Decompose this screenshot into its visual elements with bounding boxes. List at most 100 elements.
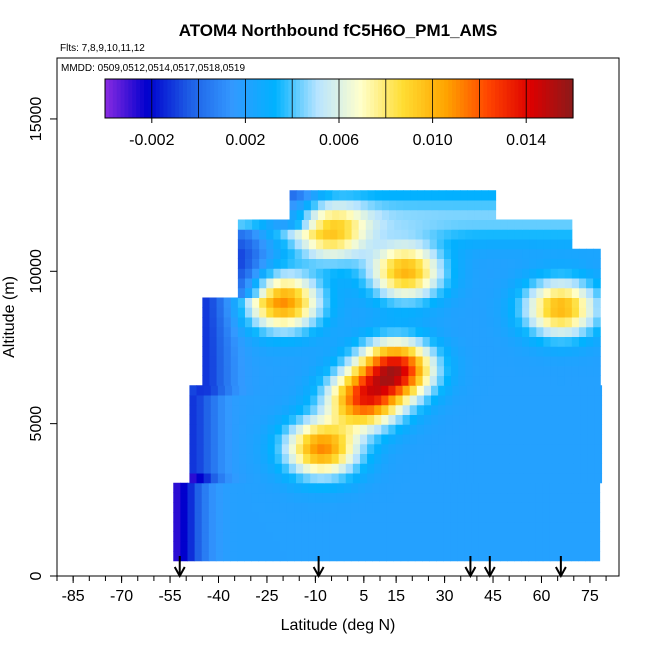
heatmap-cell bbox=[408, 365, 417, 377]
heatmap-cell bbox=[407, 541, 416, 552]
heatmap-cell bbox=[450, 531, 459, 542]
heatmap-cell bbox=[330, 258, 338, 269]
heatmap-cell bbox=[337, 229, 345, 240]
heatmap-cell bbox=[239, 473, 247, 484]
heatmap-cell bbox=[301, 258, 310, 269]
heatmap-cell bbox=[294, 482, 302, 494]
heatmap-cell bbox=[316, 375, 324, 386]
heatmap-cell bbox=[557, 336, 566, 347]
colorbar: -0.002 0.002 0.006 0.010 0.014 bbox=[104, 78, 574, 149]
heatmap-cell bbox=[393, 512, 402, 523]
heatmap-cell bbox=[308, 307, 317, 318]
heatmap-cell bbox=[543, 277, 552, 289]
heatmap-cell bbox=[464, 531, 473, 542]
heatmap-cell bbox=[535, 551, 544, 562]
heatmap-cell bbox=[493, 482, 501, 494]
colorbar-swatch bbox=[268, 79, 274, 118]
heatmap-cell bbox=[485, 492, 494, 503]
heatmap-cell bbox=[443, 248, 452, 259]
heatmap-cell bbox=[487, 463, 496, 474]
heatmap-cell bbox=[436, 512, 444, 523]
heatmap-cell bbox=[259, 326, 267, 338]
heatmap-cell bbox=[458, 356, 466, 367]
heatmap-cell bbox=[535, 482, 544, 494]
heatmap-cell bbox=[260, 404, 269, 416]
heatmap-cell bbox=[493, 375, 502, 386]
heatmap-cell bbox=[353, 209, 362, 220]
heatmap-cell bbox=[350, 502, 359, 513]
heatmap-cell bbox=[445, 443, 453, 455]
heatmap-cell bbox=[457, 521, 466, 533]
heatmap-cell bbox=[331, 434, 340, 445]
heatmap-cell bbox=[332, 199, 340, 211]
colorbar-swatch bbox=[381, 79, 387, 118]
heatmap-cell bbox=[523, 404, 532, 416]
heatmap-cell bbox=[530, 463, 539, 474]
heatmap-cell bbox=[543, 346, 552, 357]
heatmap-cell bbox=[394, 346, 402, 357]
heatmap-cell bbox=[337, 365, 345, 377]
heatmap-cell bbox=[330, 248, 338, 259]
heatmap-cell bbox=[593, 375, 601, 386]
colorbar-swatch bbox=[549, 79, 555, 118]
heatmap-cell bbox=[494, 395, 503, 406]
x-tick-label: -10 bbox=[304, 588, 327, 605]
heatmap-cell bbox=[280, 248, 289, 259]
heatmap-cell bbox=[294, 336, 303, 347]
heatmap-cell bbox=[445, 190, 454, 201]
heatmap-cell bbox=[592, 482, 601, 494]
heatmap-cell bbox=[296, 385, 304, 396]
heatmap-cell bbox=[267, 473, 276, 484]
heatmap-cell bbox=[253, 395, 261, 406]
heatmap-cell bbox=[486, 326, 495, 338]
heatmap-cell bbox=[416, 434, 425, 445]
heatmap-cell bbox=[217, 453, 226, 464]
colorbar-swatch bbox=[553, 79, 558, 118]
heatmap-cell bbox=[415, 268, 424, 279]
heatmap-cell bbox=[452, 434, 460, 445]
heatmap-cell bbox=[294, 521, 302, 533]
heatmap-cell bbox=[358, 521, 366, 533]
heatmap-cell bbox=[303, 434, 311, 445]
heatmap-cell bbox=[564, 365, 573, 377]
heatmap-cell bbox=[403, 190, 411, 201]
heatmap-cell bbox=[266, 277, 274, 289]
heatmap-cell bbox=[529, 219, 537, 230]
heatmap-cell bbox=[303, 190, 312, 201]
heatmap-cell bbox=[500, 482, 508, 494]
heatmap-cell bbox=[537, 385, 546, 396]
heatmap-cell bbox=[387, 356, 395, 367]
heatmap-cell bbox=[472, 336, 480, 347]
heatmap-cell bbox=[514, 521, 522, 533]
heatmap-cell bbox=[557, 356, 566, 367]
heatmap-cell bbox=[443, 541, 451, 552]
heatmap-cell bbox=[486, 375, 495, 386]
heatmap-cell bbox=[436, 375, 445, 386]
heatmap-cell bbox=[549, 521, 558, 533]
heatmap-cell bbox=[431, 385, 439, 396]
heatmap-cell bbox=[187, 482, 196, 494]
heatmap-cell bbox=[215, 482, 224, 494]
heatmap-cell bbox=[480, 443, 489, 455]
heatmap-cell bbox=[564, 268, 573, 279]
heatmap-cell bbox=[351, 356, 360, 367]
colorbar-tick-label: -0.002 bbox=[129, 132, 174, 149]
heatmap-cell bbox=[216, 375, 225, 386]
colorbar-swatch bbox=[284, 79, 289, 118]
heatmap-cell bbox=[308, 521, 316, 533]
heatmap-cell bbox=[586, 326, 594, 338]
heatmap-cell bbox=[493, 346, 502, 357]
heatmap-cell bbox=[564, 356, 573, 367]
heatmap-cell bbox=[486, 258, 495, 269]
heatmap-cell bbox=[415, 248, 424, 259]
heatmap-cell bbox=[294, 307, 303, 318]
heatmap-cell bbox=[408, 248, 417, 259]
heatmap-cell bbox=[294, 317, 303, 328]
heatmap-cell bbox=[473, 385, 482, 396]
heatmap-cell bbox=[215, 512, 224, 523]
heatmap-cell bbox=[431, 453, 439, 464]
heatmap-cell bbox=[352, 434, 361, 445]
heatmap-cell bbox=[502, 473, 510, 484]
heatmap-cell bbox=[587, 443, 595, 455]
profile-arrow bbox=[554, 556, 567, 579]
